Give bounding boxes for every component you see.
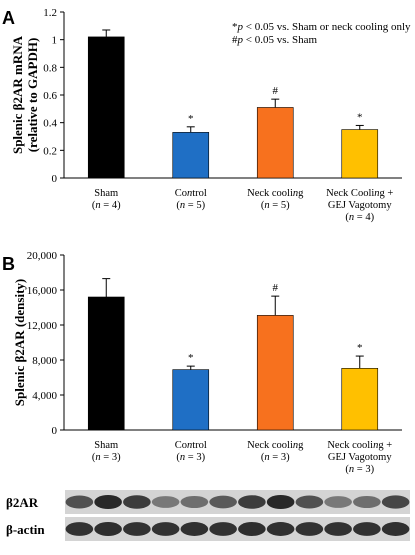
y-tick-label: 12,000: [27, 320, 58, 332]
bar: [87, 36, 125, 179]
blot-row-label: β-actin: [6, 522, 45, 537]
y-tick-label: 0: [52, 173, 58, 185]
bar: [341, 368, 379, 431]
blot-band: [180, 522, 209, 536]
y-axis-label: (relative to GAPDH): [25, 38, 40, 153]
blot-strip: [65, 517, 410, 541]
bar: [256, 315, 294, 431]
blot-band: [324, 496, 352, 508]
blot-band: [324, 522, 352, 536]
x-category-label: GEJ Vagotomy: [328, 200, 392, 211]
blot-band: [180, 495, 209, 509]
x-category-label: Neck cooling: [247, 440, 304, 451]
y-axis-label: Splenic β2AR (density): [12, 279, 27, 406]
y-tick-label: 0.8: [43, 62, 57, 74]
panel-label-b: B: [2, 254, 15, 274]
x-category-label: (n = 3): [176, 452, 205, 463]
y-tick-label: 1: [52, 35, 58, 47]
x-category-label: (n = 3): [92, 452, 121, 463]
y-tick-label: 16,000: [27, 285, 58, 297]
significance-marker: *: [188, 113, 194, 125]
blot-band: [238, 522, 266, 536]
blot-band: [266, 494, 295, 510]
blot-band: [209, 495, 237, 509]
x-category-label: GEJ Vagotomy: [328, 452, 392, 463]
blot-band: [151, 522, 180, 536]
blot-band: [295, 495, 324, 509]
legend-note: #p < 0.05 vs. Sham: [232, 34, 317, 46]
y-tick-label: 8,000: [32, 355, 57, 367]
blot-band: [353, 495, 381, 509]
blot-band: [94, 522, 122, 536]
blot-band: [295, 522, 324, 536]
x-category-label: Control: [175, 188, 207, 199]
blot-band: [94, 494, 122, 510]
x-category-label: (n = 5): [261, 200, 290, 211]
significance-marker: *: [188, 352, 194, 364]
significance-marker: *: [357, 342, 363, 354]
x-category-label: (n = 3): [345, 464, 374, 475]
y-tick-label: 0.2: [43, 145, 57, 157]
x-category-label: Control: [175, 440, 207, 451]
y-tick-label: 0: [52, 425, 58, 437]
y-tick-label: 0.4: [43, 118, 57, 130]
blot-band: [266, 522, 295, 536]
x-category-label: Neck cooling +: [327, 440, 392, 451]
blot-band: [353, 522, 381, 536]
y-tick-label: 20,000: [27, 250, 58, 262]
x-category-label: (n = 4): [345, 212, 374, 223]
y-tick-label: 1.2: [43, 7, 57, 19]
x-category-label: (n = 4): [92, 200, 121, 211]
x-category-label: (n = 3): [261, 452, 290, 463]
blot-band: [381, 522, 410, 536]
x-category-label: (n = 5): [176, 200, 205, 211]
bar: [172, 369, 210, 431]
x-category-label: Sham: [94, 440, 118, 451]
blot-band: [238, 495, 266, 509]
blot-band: [123, 495, 151, 509]
blot-band: [151, 496, 180, 508]
y-tick-label: 0.6: [43, 90, 57, 102]
significance-marker: #: [273, 282, 279, 294]
bar: [256, 107, 294, 179]
western-blot: β2AR β-actin: [6, 490, 410, 541]
x-category-label: Sham: [94, 188, 118, 199]
bar: [341, 129, 379, 179]
panel-b-chart: 0 4,000 8,000 12,000 16,000 20,000 Splenic β2A…: [12, 250, 402, 475]
bar: [87, 296, 125, 431]
significance-marker: #: [273, 85, 279, 97]
y-axis-label: Splenic β2AR mRNA: [10, 35, 25, 154]
blot-band: [65, 522, 94, 536]
bar: [172, 132, 210, 179]
significance-marker: *: [357, 111, 363, 123]
panel-a-chart: 0 0.2 0.4 0.6 0.8 1 1.2 Splenic β2AR mRNA (relat…: [10, 7, 411, 223]
blot-band: [209, 522, 237, 536]
x-category-label: Neck cooling: [247, 188, 304, 199]
blot-band: [65, 495, 94, 509]
blot-band: [123, 522, 151, 536]
panel-label-a: A: [2, 8, 15, 28]
x-category-label: Neck Cooling +: [326, 188, 393, 199]
y-tick-label: 4,000: [32, 390, 57, 402]
blot-row-label: β2AR: [6, 495, 39, 510]
blot-strip: [65, 490, 410, 514]
blot-band: [381, 495, 410, 509]
legend-note: *p < 0.05 vs. Sham or neck cooling only: [232, 21, 411, 33]
